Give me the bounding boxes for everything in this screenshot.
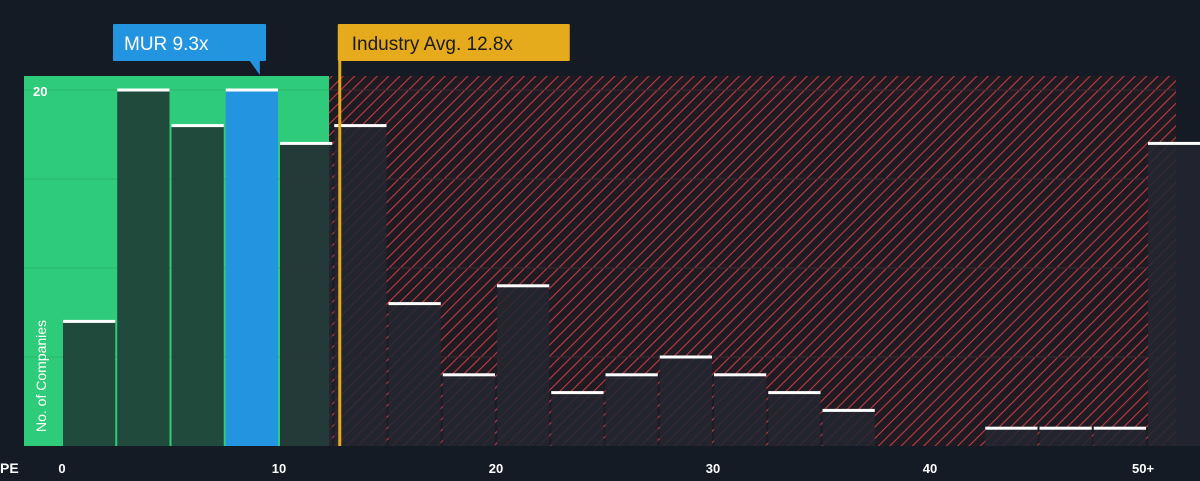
x-tick-label: 20	[489, 461, 503, 476]
bar-cap	[497, 284, 550, 288]
bar-cap	[225, 88, 278, 92]
bar-cap	[714, 373, 767, 377]
bar	[822, 410, 875, 446]
x-tick-label: 30	[706, 461, 720, 476]
industry-avg-badge	[337, 24, 570, 61]
bar-cap	[63, 319, 116, 323]
y-axis-title: No. of Companies	[33, 320, 49, 432]
industry-avg-label: Industry Avg. 12.8x	[352, 34, 514, 55]
bar	[117, 90, 170, 446]
bar	[171, 125, 224, 446]
bar-cap	[171, 124, 224, 128]
company-pe-label: MUR 9.3x	[124, 34, 209, 55]
bar	[280, 143, 333, 446]
x-tick-label: 50+	[1132, 461, 1154, 476]
company-pe-pointer	[249, 61, 260, 75]
bar	[659, 357, 712, 446]
bar-cap	[605, 373, 658, 377]
bar-cap	[280, 141, 333, 145]
x-tick-label: 10	[272, 461, 286, 476]
bar	[551, 392, 604, 446]
bar	[768, 392, 821, 446]
x-tick-label: 40	[923, 461, 937, 476]
bar-cap	[768, 391, 821, 395]
bar	[442, 374, 495, 446]
bar	[225, 90, 278, 446]
bar	[1039, 428, 1092, 446]
bar-cap	[117, 88, 170, 92]
x-tick-label: 0	[58, 461, 65, 476]
bar-cap	[1148, 141, 1200, 145]
bar	[497, 285, 550, 446]
bar-cap	[1093, 426, 1146, 430]
bar-cap	[1039, 426, 1092, 430]
bar-cap	[388, 302, 441, 306]
bar	[714, 374, 767, 446]
company-pe-badge	[113, 24, 266, 61]
bar	[1148, 143, 1200, 446]
bar	[63, 321, 116, 446]
bar-cap	[334, 124, 387, 128]
bar	[605, 374, 658, 446]
bar-cap	[822, 408, 875, 412]
bar	[334, 125, 387, 446]
x-axis-title: PE	[0, 460, 19, 476]
bar-cap	[659, 355, 712, 359]
bar-cap	[551, 391, 604, 395]
bar-cap	[442, 373, 495, 377]
y-tick-label: 20	[33, 84, 47, 99]
bar	[388, 303, 441, 446]
bar	[985, 428, 1038, 446]
bar	[1093, 428, 1146, 446]
bar-cap	[985, 426, 1038, 430]
